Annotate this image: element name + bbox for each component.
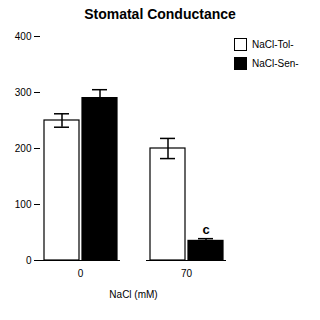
svg-text:100: 100 (15, 199, 32, 210)
html-text:Stomatal Conductance: Stomatal Conductance (84, 6, 236, 22)
html-text:NaCl-Tol-: NaCl-Tol- (252, 39, 294, 50)
svg-text:300: 300 (15, 87, 32, 98)
svg-text:70: 70 (181, 268, 193, 279)
svg-text:NaCl (mM): NaCl (mM) (109, 289, 157, 300)
svg-text:0: 0 (26, 255, 32, 266)
html-text:NaCl-Sen-: NaCl-Sen- (252, 58, 299, 69)
svg-text:200: 200 (15, 143, 32, 154)
svg-text:0: 0 (78, 268, 84, 279)
svg-text:c: c (202, 222, 209, 237)
svg-text:400: 400 (15, 31, 32, 42)
